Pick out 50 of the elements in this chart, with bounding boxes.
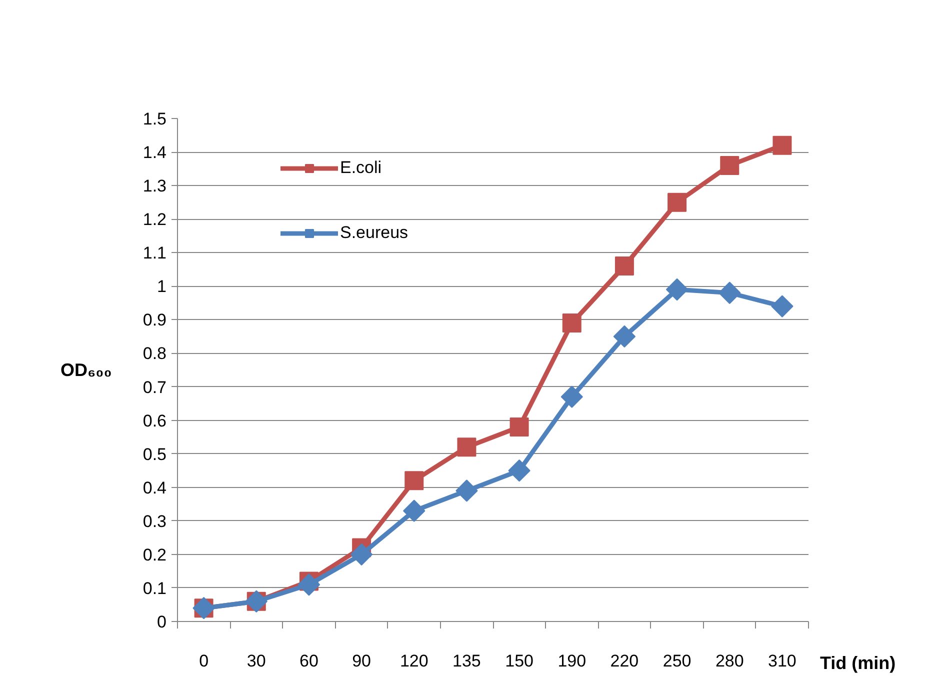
- y-tick-label: 0.3: [142, 512, 167, 531]
- y-tick-label: 0.6: [142, 411, 167, 430]
- point: [562, 314, 582, 333]
- legend-label: E.coli: [340, 158, 382, 178]
- y-tick-label: 1.5: [142, 110, 167, 128]
- x-tick-label: 30: [246, 652, 266, 670]
- x-tick-label: 90: [352, 652, 372, 670]
- x-tick-label: 190: [558, 652, 586, 670]
- point: [403, 500, 426, 522]
- point: [457, 438, 476, 457]
- point: [560, 386, 583, 408]
- x-tick-label: 220: [610, 652, 639, 670]
- y-tick-label: 1.3: [142, 176, 167, 196]
- x-tick-label: 250: [662, 652, 692, 670]
- point: [404, 471, 424, 490]
- x-tick-label: 280: [715, 652, 744, 670]
- legend-label: S.eureus: [340, 223, 408, 243]
- y-tick-label: 0.9: [142, 310, 167, 330]
- x-tick-label: 60: [300, 652, 318, 670]
- y-tick-label: 1.2: [142, 210, 167, 230]
- point: [614, 256, 634, 276]
- x-tick-label: 120: [400, 652, 428, 670]
- y-tick-label: 0.4: [142, 478, 167, 498]
- point: [456, 480, 478, 502]
- y-tick-label: 1.1: [142, 244, 167, 263]
- y-tick-label: 0.2: [142, 545, 167, 564]
- point: [666, 278, 688, 301]
- y-tick-label: 1: [157, 277, 167, 296]
- x-axis-title: Tid (min): [820, 652, 896, 675]
- y-tick-label: 0.7: [142, 378, 167, 397]
- y-tick-label: 0.8: [142, 344, 167, 364]
- y-tick-label: 0: [157, 612, 167, 632]
- x-tick-label: 150: [505, 652, 534, 670]
- y-tick-label: 0.1: [142, 578, 167, 598]
- y-tick-label: 0.5: [142, 444, 167, 464]
- x-tick-label: 0: [199, 652, 209, 670]
- point: [668, 192, 687, 212]
- point: [718, 282, 741, 304]
- x-tick-label: 310: [768, 652, 796, 670]
- y-tick-label: 1.4: [142, 143, 167, 162]
- point: [772, 136, 792, 155]
- point: [720, 156, 740, 175]
- point: [613, 325, 636, 348]
- y-axis-title: OD₆₀₀: [60, 360, 112, 380]
- point: [508, 459, 530, 482]
- x-tick-label: 135: [452, 652, 481, 670]
- point: [771, 295, 794, 318]
- point: [510, 418, 529, 437]
- point: [298, 574, 320, 596]
- point: [350, 543, 373, 566]
